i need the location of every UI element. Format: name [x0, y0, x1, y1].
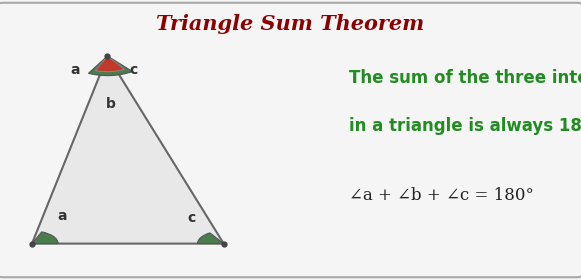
Text: Triangle Sum Theorem: Triangle Sum Theorem — [156, 14, 425, 34]
Text: The sum of the three interior angles: The sum of the three interior angles — [349, 69, 581, 87]
Text: ∠a + ∠b + ∠c = 180°: ∠a + ∠b + ∠c = 180° — [349, 188, 533, 204]
Wedge shape — [32, 232, 58, 244]
Text: in a triangle is always 180°.: in a triangle is always 180°. — [349, 117, 581, 135]
Polygon shape — [32, 56, 224, 244]
Wedge shape — [88, 56, 132, 76]
Text: a: a — [58, 209, 67, 223]
Wedge shape — [95, 56, 124, 72]
Text: a: a — [71, 63, 80, 77]
FancyBboxPatch shape — [0, 3, 581, 277]
Text: c: c — [130, 63, 138, 77]
Wedge shape — [198, 233, 224, 244]
Text: b: b — [106, 97, 115, 111]
Text: c: c — [188, 211, 196, 225]
